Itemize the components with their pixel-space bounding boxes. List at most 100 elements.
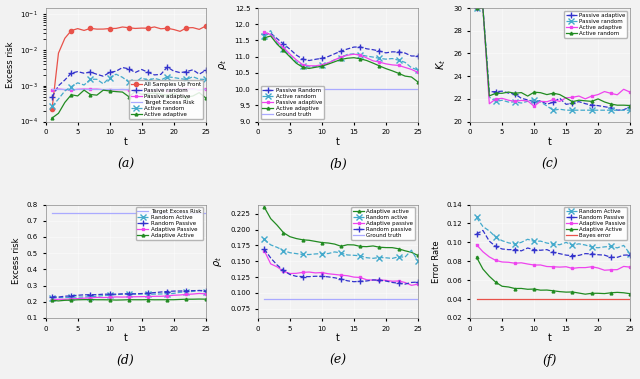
Passive Random bbox=[280, 42, 287, 46]
Random Passive bbox=[54, 295, 62, 299]
Line: Adaptive Passive: Adaptive Passive bbox=[475, 243, 632, 272]
Active adaptive bbox=[492, 97, 500, 101]
Bayes error bbox=[556, 297, 564, 301]
Random Active bbox=[556, 243, 564, 247]
Adaptive Passive bbox=[170, 293, 177, 298]
Active adaptive bbox=[414, 80, 422, 84]
Passive adaptive bbox=[363, 56, 371, 60]
Passive Random bbox=[299, 57, 307, 61]
Active random bbox=[86, 77, 94, 81]
Random active bbox=[280, 248, 287, 253]
Ground truth bbox=[280, 297, 287, 301]
Active adaptive bbox=[408, 75, 415, 79]
Adaptive Active bbox=[575, 291, 583, 295]
Passive adaptive bbox=[318, 63, 326, 67]
Active adaptive bbox=[93, 93, 100, 97]
Ground truth bbox=[312, 297, 319, 301]
Active random bbox=[395, 58, 403, 63]
Random Passive bbox=[600, 253, 608, 257]
Passive Random bbox=[273, 36, 281, 41]
Active random bbox=[600, 100, 608, 104]
Active adaptive bbox=[48, 116, 56, 120]
Adaptive Passive bbox=[588, 265, 596, 269]
Passive adaptive bbox=[550, 100, 557, 105]
Passive Random bbox=[305, 58, 313, 63]
Adaptive passive bbox=[408, 283, 415, 288]
Adaptive Passive bbox=[176, 293, 184, 297]
Active random bbox=[376, 56, 383, 61]
Adaptive Passive bbox=[499, 260, 506, 264]
Passive random bbox=[54, 83, 62, 88]
Random active bbox=[312, 252, 319, 256]
Adaptive Passive bbox=[620, 264, 627, 269]
Random Passive bbox=[607, 255, 614, 260]
Active adaptive bbox=[382, 66, 390, 71]
Adaptive Passive bbox=[607, 268, 614, 272]
Passive adaptive bbox=[382, 61, 390, 66]
Passive Random bbox=[376, 49, 383, 53]
Passive adaptive bbox=[267, 32, 275, 37]
Active random bbox=[363, 54, 371, 58]
Active adaptive bbox=[395, 71, 403, 76]
Ground truth bbox=[388, 297, 396, 301]
Ground truth bbox=[286, 87, 294, 91]
Active random bbox=[582, 99, 589, 103]
X-axis label: t: t bbox=[548, 333, 552, 343]
Active adaptive bbox=[537, 99, 545, 103]
Passive adaptive bbox=[556, 96, 564, 100]
All Samples Up Front bbox=[93, 27, 100, 31]
Active adaptive bbox=[369, 61, 377, 66]
Ground truth bbox=[292, 87, 300, 91]
Random active bbox=[356, 254, 364, 258]
Adaptive Active bbox=[202, 297, 209, 301]
Adaptive active bbox=[376, 245, 383, 249]
Target Excess Risk bbox=[202, 210, 209, 215]
Ground truth bbox=[408, 87, 415, 91]
Random passive bbox=[337, 277, 345, 281]
Adaptive Passive bbox=[80, 296, 88, 301]
Legend: All Samples Up Front, Passive random, Passive adaptive, Target Excess Risk, Acti: All Samples Up Front, Passive random, Pa… bbox=[129, 80, 203, 119]
Passive adaptive bbox=[106, 87, 113, 92]
Passive adaptive bbox=[620, 108, 627, 112]
Text: (a): (a) bbox=[117, 158, 134, 171]
Passive random bbox=[138, 67, 145, 72]
Passive adaptive bbox=[48, 88, 56, 92]
Adaptive passive bbox=[267, 262, 275, 266]
Random Passive bbox=[531, 247, 538, 252]
Active random bbox=[556, 92, 564, 97]
Passive adaptive bbox=[292, 58, 300, 62]
Passive random bbox=[86, 70, 94, 74]
Active random bbox=[138, 75, 145, 80]
Ground truth bbox=[363, 87, 371, 91]
Adaptive Passive bbox=[118, 295, 126, 299]
Active random bbox=[150, 76, 158, 81]
Random active bbox=[414, 259, 422, 263]
Random Active bbox=[499, 238, 506, 243]
Adaptive Active bbox=[537, 288, 545, 293]
Active random bbox=[524, 94, 532, 98]
Passive Random bbox=[356, 45, 364, 49]
Bayes error bbox=[600, 297, 608, 301]
Adaptive Active bbox=[550, 288, 557, 293]
Adaptive Passive bbox=[86, 296, 94, 300]
Passive random bbox=[492, 99, 500, 104]
Target Excess Risk bbox=[118, 87, 126, 92]
Active random bbox=[54, 97, 62, 101]
Adaptive active bbox=[337, 244, 345, 249]
Adaptive Passive bbox=[144, 294, 152, 299]
Adaptive Active bbox=[486, 274, 493, 279]
Adaptive Active bbox=[80, 298, 88, 302]
Adaptive Active bbox=[112, 298, 120, 302]
Passive random bbox=[607, 108, 614, 113]
Adaptive active bbox=[299, 238, 307, 242]
Active adaptive bbox=[556, 99, 564, 104]
Adaptive passive bbox=[312, 271, 319, 275]
Adaptive Active bbox=[594, 291, 602, 296]
Target Excess Risk bbox=[176, 210, 184, 215]
Passive Random bbox=[337, 49, 345, 53]
Random Passive bbox=[569, 253, 577, 258]
Target Excess Risk bbox=[80, 210, 88, 215]
Target Excess Risk bbox=[163, 210, 171, 215]
Ground truth bbox=[280, 87, 287, 91]
Ground truth bbox=[324, 297, 332, 301]
